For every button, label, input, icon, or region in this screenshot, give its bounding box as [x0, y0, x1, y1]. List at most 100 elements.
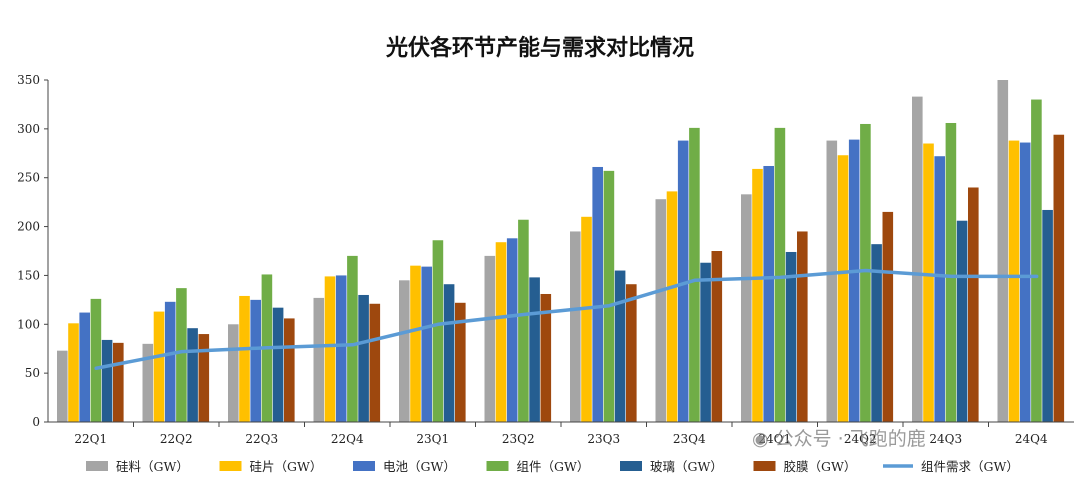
- axes-layer: 0 50 100 150 200 250 300 350 22Q1 22Q2 22Q3 22Q4 23Q…: [17, 73, 1074, 446]
- bar-s4-22Q2: [187, 328, 198, 422]
- y-tick-label: 250: [17, 171, 40, 185]
- bar-s4-24Q1: [785, 251, 797, 422]
- bar-s5-22Q3: [284, 318, 295, 422]
- bar-s0-22Q1: [57, 350, 68, 422]
- bar-s3-22Q2: [176, 288, 187, 422]
- bar-s3-23Q1: [432, 240, 444, 422]
- legend: 硅料（GW） 硅片（GW） 电池（GW） 组件（GW） 玻璃（GW） 胶膜（GW） 组件需求…: [86, 459, 1019, 474]
- x-tick-label: 23Q3: [587, 432, 620, 446]
- wechat-icon: ◉: [752, 428, 769, 450]
- legend-label-1: 硅片（GW）: [250, 459, 323, 474]
- bar-s5-23Q3: [626, 284, 637, 422]
- bars-layer: [57, 80, 1065, 423]
- bar-s0-22Q4: [313, 297, 325, 422]
- bar-s5-23Q4: [711, 251, 723, 422]
- bar-s4-22Q4: [358, 294, 369, 422]
- legend-label-6: 组件需求（GW）: [921, 459, 1019, 474]
- legend-label-4: 玻璃（GW）: [650, 459, 723, 474]
- x-tick-label: 24Q4: [1015, 432, 1048, 446]
- bar-s1-24Q4: [1008, 140, 1020, 422]
- legend-swatch-5: [753, 461, 776, 471]
- bar-s2-22Q1: [79, 312, 90, 422]
- bar-s2-23Q3: [592, 166, 603, 422]
- bar-s1-23Q2: [495, 242, 507, 422]
- bar-s1-24Q2: [837, 155, 849, 423]
- x-tick-label: 22Q4: [331, 432, 364, 446]
- bar-s0-24Q3: [912, 96, 923, 423]
- legend-label-5: 胶膜（GW）: [784, 459, 857, 474]
- bar-s3-22Q4: [347, 255, 358, 422]
- watermark: ◉ 公众号 · 飞跑的鹿: [752, 424, 926, 451]
- y-tick-label: 50: [25, 366, 40, 380]
- bar-s2-22Q2: [164, 301, 176, 422]
- bar-s4-24Q3: [956, 220, 968, 422]
- legend-label-0: 硅料（GW）: [116, 459, 189, 474]
- bar-s3-24Q3: [945, 122, 957, 423]
- x-tick-label: 24Q2: [844, 432, 877, 446]
- watermark-text: 公众号 · 飞跑的鹿: [774, 428, 926, 450]
- bar-s5-24Q4: [1053, 134, 1065, 422]
- y-tick-label: 300: [17, 122, 40, 136]
- series-line-0: [94, 268, 1039, 371]
- bar-s0-23Q4: [655, 199, 667, 422]
- y-tick-label: 0: [32, 415, 40, 429]
- bar-s2-23Q1: [421, 266, 432, 422]
- bar-s2-23Q2: [506, 238, 518, 422]
- bar-s0-23Q2: [484, 255, 496, 422]
- bar-s1-22Q3: [239, 295, 250, 422]
- x-tick-label: 22Q2: [160, 432, 193, 446]
- y-tick-label: 350: [17, 73, 40, 87]
- chart-title: 光伏各环节产能与需求对比情况: [385, 36, 694, 61]
- bar-s2-23Q4: [677, 140, 689, 422]
- line-layer: [94, 268, 1039, 371]
- bar-s2-24Q4: [1019, 142, 1031, 423]
- bar-s1-22Q4: [324, 276, 336, 422]
- bar-s5-24Q3: [968, 187, 979, 422]
- bar-s4-24Q2: [871, 244, 882, 422]
- bar-s2-24Q1: [763, 165, 774, 423]
- bar-s1-22Q2: [153, 311, 165, 422]
- bar-s5-24Q1: [797, 231, 808, 422]
- bar-s0-22Q3: [228, 324, 239, 422]
- legend-swatch-3: [486, 461, 509, 471]
- bar-s4-24Q4: [1042, 209, 1053, 422]
- x-tick-label: 22Q3: [245, 432, 278, 446]
- bar-s1-22Q1: [68, 323, 79, 422]
- bar-s0-24Q1: [741, 194, 752, 422]
- legend-swatch-4: [620, 461, 642, 471]
- bar-s1-23Q3: [581, 216, 592, 422]
- x-tick-label: 24Q3: [929, 432, 962, 446]
- bar-s5-22Q1: [113, 342, 124, 422]
- bar-s5-22Q4: [369, 303, 381, 422]
- legend-swatch-2: [353, 461, 375, 471]
- bar-s1-24Q3: [923, 143, 934, 422]
- bar-s4-23Q3: [614, 270, 626, 422]
- bar-s3-24Q4: [1031, 99, 1042, 422]
- y-tick-label: 200: [17, 220, 40, 234]
- legend-label-2: 电池（GW）: [383, 459, 456, 474]
- bar-s1-23Q1: [410, 265, 421, 422]
- x-tick-label: 24Q1: [758, 432, 791, 446]
- bar-s0-23Q1: [399, 280, 410, 422]
- bar-s2-22Q4: [335, 275, 347, 422]
- bar-s4-23Q1: [443, 284, 455, 422]
- x-tick-label: 23Q1: [416, 432, 449, 446]
- bar-s2-22Q3: [250, 299, 261, 422]
- bar-s0-22Q2: [142, 343, 154, 422]
- bar-s0-24Q4: [997, 80, 1009, 422]
- bar-s0-23Q3: [570, 231, 581, 422]
- y-tick-label: 100: [17, 317, 40, 331]
- bar-s5-23Q1: [455, 302, 466, 422]
- bar-s5-24Q2: [882, 211, 894, 422]
- bar-s4-23Q4: [700, 262, 711, 422]
- bar-s3-23Q4: [689, 127, 700, 422]
- legend-swatch-0: [86, 461, 108, 471]
- bar-s3-23Q2: [518, 219, 529, 422]
- bar-s3-24Q1: [774, 127, 786, 422]
- bar-s1-23Q4: [666, 191, 678, 422]
- x-tick-label: 22Q1: [74, 432, 107, 446]
- bar-s0-24Q2: [826, 140, 838, 422]
- bar-s4-23Q2: [529, 277, 540, 422]
- legend-label-3: 组件（GW）: [517, 459, 590, 474]
- bar-s5-22Q2: [198, 334, 210, 422]
